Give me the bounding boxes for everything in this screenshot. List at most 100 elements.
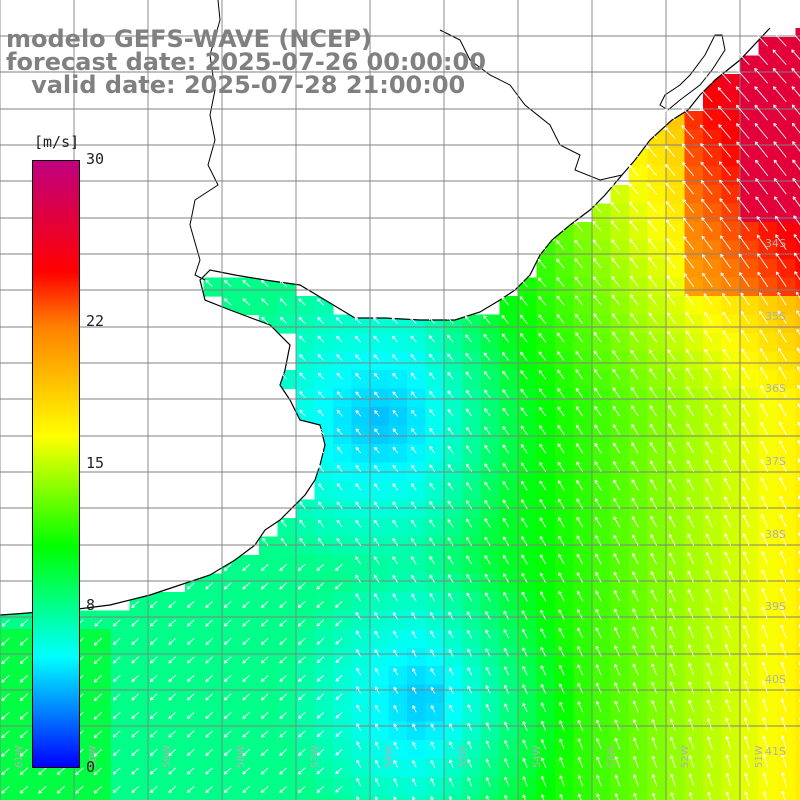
field-cell — [647, 499, 667, 519]
field-cell — [536, 518, 556, 538]
field-cell — [259, 777, 279, 797]
wind-arrow — [392, 556, 399, 565]
field-cell — [129, 777, 149, 797]
wind-arrow — [186, 711, 195, 720]
wind-arrow — [316, 730, 325, 738]
field-cell — [499, 296, 519, 316]
wind-arrow — [521, 517, 528, 528]
wind-arrow — [168, 711, 177, 720]
wind-arrow — [484, 518, 491, 528]
wind-arrow — [555, 221, 565, 232]
field-cell — [592, 259, 612, 279]
wind-arrow — [741, 404, 750, 417]
field-cell — [407, 721, 427, 741]
wind-arrow — [93, 674, 103, 683]
wind-arrow — [592, 220, 602, 232]
field-cell — [777, 518, 797, 538]
field-cell — [684, 148, 704, 168]
field-cell — [444, 703, 464, 723]
wind-arrow — [540, 702, 547, 713]
field-cell — [407, 703, 427, 723]
field-cell — [629, 777, 649, 797]
field-cell — [536, 758, 556, 778]
wind-arrow — [279, 637, 288, 646]
field-cell — [240, 666, 260, 686]
field-cell — [610, 481, 630, 501]
field-cell — [296, 573, 316, 593]
field-cell — [481, 629, 501, 649]
field-cell — [351, 573, 371, 593]
wind-arrow — [773, 122, 787, 140]
wind-arrow — [791, 67, 800, 79]
field-cell — [629, 203, 649, 223]
wind-arrow — [447, 390, 454, 399]
wind-arrow — [631, 497, 639, 509]
field-cell — [370, 684, 390, 704]
field-cell — [277, 592, 297, 612]
wind-arrow — [392, 519, 399, 528]
wind-arrow — [665, 164, 676, 177]
field-cell — [647, 721, 667, 741]
field-cell — [370, 592, 390, 612]
field-cell — [703, 573, 723, 593]
wind-arrow — [465, 408, 473, 417]
wind-arrow — [647, 238, 658, 251]
wind-arrow — [614, 793, 619, 800]
wind-arrow — [93, 767, 103, 776]
wind-arrow — [706, 570, 713, 583]
wind-arrow — [633, 755, 639, 768]
wind-arrow — [522, 647, 528, 657]
wind-arrow — [447, 518, 454, 528]
wind-arrow — [223, 563, 232, 572]
wind-arrow — [279, 656, 288, 664]
field-cell — [740, 758, 760, 778]
field-cell — [425, 721, 445, 741]
field-cell — [481, 425, 501, 445]
field-cell — [573, 314, 593, 334]
wind-arrow — [299, 372, 306, 380]
wind-arrow — [629, 201, 639, 214]
field-cell — [425, 647, 445, 667]
wind-arrow — [558, 572, 565, 583]
wind-arrow — [559, 793, 564, 800]
field-cell — [740, 203, 760, 223]
field-cell — [740, 259, 760, 279]
wind-arrow — [559, 738, 565, 750]
field-cell — [333, 721, 353, 741]
field-cell — [795, 629, 800, 649]
field-cell — [647, 370, 667, 390]
wind-arrow — [466, 463, 473, 473]
field-cell — [240, 795, 260, 800]
field-cell — [758, 758, 778, 778]
wind-arrow — [682, 180, 695, 195]
wind-arrow — [686, 441, 695, 454]
field-cell — [777, 758, 797, 778]
field-cell — [573, 573, 593, 593]
wind-arrow — [744, 754, 750, 768]
field-cell — [629, 425, 649, 445]
field-cell — [777, 407, 797, 427]
field-cell — [351, 758, 371, 778]
field-cell — [481, 703, 501, 723]
wind-arrow — [780, 606, 787, 620]
field-cell — [370, 555, 390, 575]
field-cell — [481, 777, 501, 797]
field-cell — [370, 388, 390, 408]
field-cell — [647, 518, 667, 538]
field-cell — [536, 592, 556, 612]
field-cell — [129, 684, 149, 704]
field-cell — [314, 592, 334, 612]
wind-arrow — [131, 637, 140, 646]
wind-arrow — [94, 619, 103, 627]
wind-arrow — [777, 310, 787, 324]
wind-arrow — [725, 680, 732, 694]
wind-arrow — [669, 644, 676, 657]
field-cell — [259, 721, 279, 741]
wind-arrow — [429, 611, 436, 620]
wind-arrow — [753, 49, 769, 66]
field-cell — [777, 259, 797, 279]
field-cell — [647, 351, 667, 371]
wind-arrow — [558, 609, 565, 620]
wind-arrow — [485, 666, 491, 676]
wind-arrow — [465, 426, 473, 436]
